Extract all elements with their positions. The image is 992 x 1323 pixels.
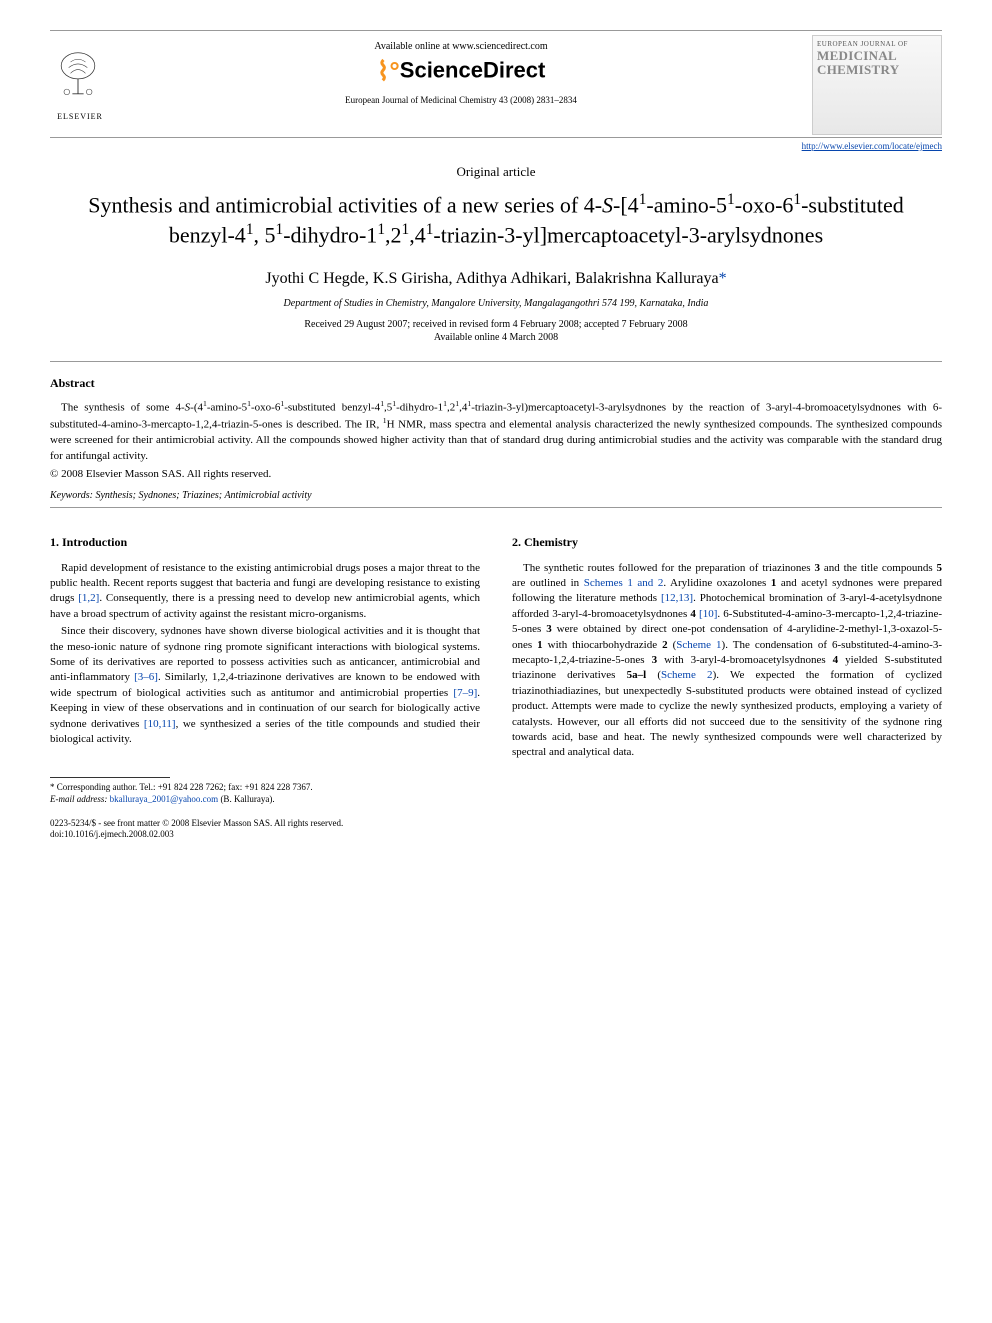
issn-line: 0223-5234/$ - see front matter © 2008 El… <box>50 818 942 830</box>
sciencedirect-logo: ⌇°ScienceDirect <box>120 56 802 87</box>
corresponding-author-footnote: * Corresponding author. Tel.: +91 824 22… <box>50 782 480 805</box>
doi-footer: 0223-5234/$ - see front matter © 2008 El… <box>50 818 942 841</box>
section-2-heading: 2. Chemistry <box>512 534 942 551</box>
cover-line-2: MEDICINAL CHEMISTRY <box>817 49 937 78</box>
sd-swoosh-icon: ⌇° <box>377 56 400 86</box>
section-1-heading: 1. Introduction <box>50 534 480 551</box>
sd-brand-text: ScienceDirect <box>400 57 546 82</box>
cover-line-1: EUROPEAN JOURNAL OF <box>817 40 937 48</box>
right-column: 2. Chemistry The synthetic routes follow… <box>512 534 942 806</box>
author-names: Jyothi C Hegde, K.S Girisha, Adithya Adh… <box>265 270 718 287</box>
abstract-body: The synthesis of some 4-S-(41-amino-51-o… <box>50 399 942 464</box>
history-dates: Received 29 August 2007; received in rev… <box>50 319 942 330</box>
keywords-line: Keywords: Synthesis; Sydnones; Triazines… <box>50 490 942 501</box>
article-title: Synthesis and antimicrobial activities o… <box>70 190 922 250</box>
citation-line: European Journal of Medicinal Chemistry … <box>120 95 802 105</box>
journal-cover-thumbnail: EUROPEAN JOURNAL OF MEDICINAL CHEMISTRY <box>812 35 942 135</box>
intro-para-1: Rapid development of resistance to the e… <box>50 561 480 623</box>
elsevier-tree-icon <box>50 49 106 105</box>
author-list: Jyothi C Hegde, K.S Girisha, Adithya Adh… <box>50 270 942 288</box>
intro-para-2: Since their discovery, sydnones have sho… <box>50 624 480 747</box>
article-type: Original article <box>50 164 942 180</box>
header-center: Available online at www.sciencedirect.co… <box>120 41 802 105</box>
keywords-label: Keywords: <box>50 490 93 501</box>
affiliation: Department of Studies in Chemistry, Mang… <box>50 298 942 309</box>
divider <box>50 507 942 508</box>
elsevier-logo: ELSEVIER <box>50 49 110 121</box>
two-column-body: 1. Introduction Rapid development of res… <box>50 534 942 806</box>
elsevier-label: ELSEVIER <box>50 112 110 121</box>
available-online-text: Available online at www.sciencedirect.co… <box>120 41 802 52</box>
online-date: Available online 4 March 2008 <box>50 332 942 343</box>
chem-para-1: The synthetic routes followed for the pr… <box>512 561 942 761</box>
keywords-values: Synthesis; Sydnones; Triazines; Antimicr… <box>95 490 311 501</box>
journal-header: ELSEVIER Available online at www.science… <box>50 30 942 138</box>
abstract-copyright: © 2008 Elsevier Masson SAS. All rights r… <box>50 468 942 480</box>
footnote-separator <box>50 777 170 778</box>
doi-line: doi:10.1016/j.ejmech.2008.02.003 <box>50 829 942 841</box>
divider <box>50 361 942 362</box>
abstract-heading: Abstract <box>50 376 942 391</box>
left-column: 1. Introduction Rapid development of res… <box>50 534 480 806</box>
corresponding-star-icon: * <box>719 270 727 287</box>
journal-homepage-link[interactable]: http://www.elsevier.com/locate/ejmech <box>802 141 942 151</box>
